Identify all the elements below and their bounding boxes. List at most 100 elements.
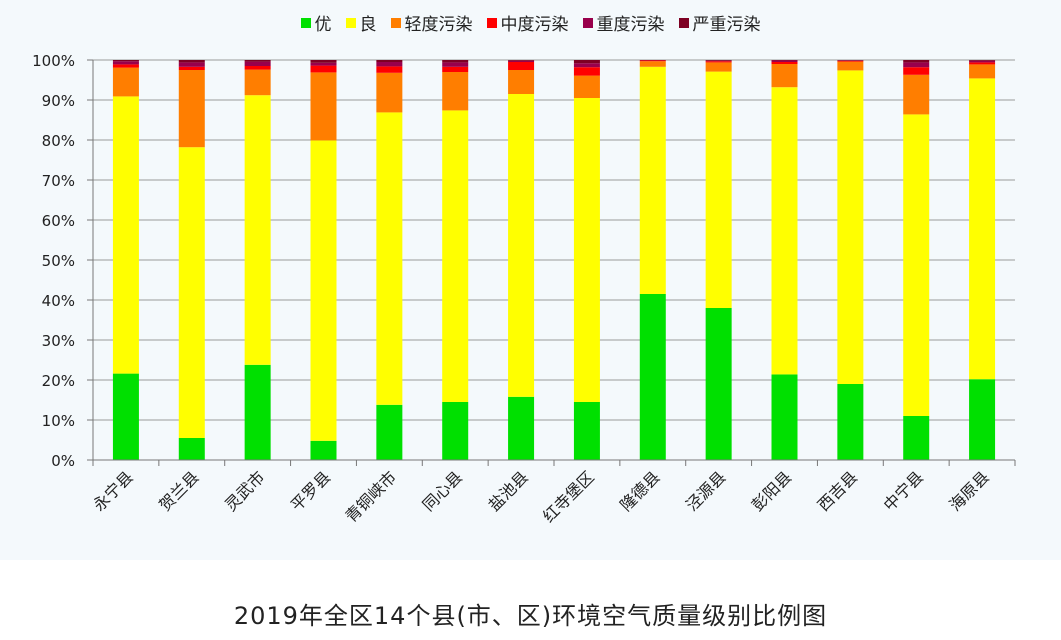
bar-segment xyxy=(178,62,205,67)
legend-swatch xyxy=(345,17,356,28)
y-tick-label: 10% xyxy=(42,412,75,430)
bar-segment xyxy=(771,64,798,88)
legend-swatch xyxy=(678,17,689,28)
x-tick-label: 贺兰县 xyxy=(155,467,202,514)
x-tick-label: 青铜峡市 xyxy=(341,467,400,526)
bar-segment xyxy=(573,67,600,76)
y-tick-label: 90% xyxy=(42,92,75,110)
bar-segment xyxy=(639,61,666,67)
bar-segment xyxy=(903,74,930,115)
bar-segment xyxy=(903,114,930,417)
bar-segment xyxy=(310,440,337,460)
bar-segment xyxy=(705,308,732,460)
bar-segment xyxy=(705,71,732,308)
bar-segment xyxy=(376,112,403,405)
y-tick-label: 60% xyxy=(42,212,75,230)
x-tick-label: 中宁县 xyxy=(880,467,927,514)
stacked-bar-chart: 0% 10% 20% 30% 40% 50% 60% 70% 80% 90% 100% 永宁县 贺兰县灵… xyxy=(32,52,1016,526)
bar-segment xyxy=(969,60,996,63)
legend-label: 重度污染 xyxy=(596,15,665,35)
x-tick-label: 永宁县 xyxy=(89,467,136,514)
bar-segment xyxy=(244,95,271,365)
bar-segment xyxy=(244,60,271,62)
bar-segment xyxy=(508,94,535,397)
bar-segment xyxy=(112,61,139,65)
bar-segment xyxy=(244,61,271,66)
x-tick-label: 彭阳县 xyxy=(748,467,795,514)
bar-segment xyxy=(112,60,139,62)
bar-segment xyxy=(310,62,337,66)
bar-segment xyxy=(112,64,139,68)
bar-segment xyxy=(837,61,864,71)
bar-segment xyxy=(573,63,600,68)
bar-segment xyxy=(376,404,403,460)
legend-label: 严重污染 xyxy=(692,15,761,35)
legend-item: 良 xyxy=(345,10,377,35)
bar-segment xyxy=(376,62,403,67)
bar-segment xyxy=(112,96,139,374)
legend-item: 严重污染 xyxy=(678,10,761,35)
bar-segment xyxy=(178,70,205,148)
bar-segment xyxy=(969,60,996,61)
bar-segment xyxy=(573,402,600,460)
bar-segment xyxy=(178,66,205,70)
y-tick-label: 80% xyxy=(42,132,75,150)
bar-segment xyxy=(969,62,996,65)
legend-label: 轻度污染 xyxy=(404,15,473,35)
x-tick-label: 同心县 xyxy=(419,467,466,514)
bar-segment xyxy=(178,438,205,460)
legend-swatch xyxy=(486,17,497,28)
bar-segment xyxy=(244,364,271,460)
x-tick-label: 盐池县 xyxy=(485,467,532,514)
bar-segment xyxy=(903,62,930,68)
bar-segment xyxy=(573,60,600,64)
bar-segment xyxy=(310,72,337,141)
bar-segment xyxy=(771,374,798,460)
y-tick-label: 50% xyxy=(42,252,75,270)
bar-segment xyxy=(376,72,403,113)
bar-segment xyxy=(442,110,469,403)
bar-segment xyxy=(508,62,535,70)
bar-segment xyxy=(442,62,469,67)
bar-segment xyxy=(178,60,205,63)
bar-segment xyxy=(244,66,271,70)
y-tick-label: 70% xyxy=(42,172,75,190)
bar-segment xyxy=(771,87,798,375)
bar-segment xyxy=(639,294,666,460)
bar-segment xyxy=(705,60,732,61)
legend-item: 中度污染 xyxy=(486,10,569,35)
legend-swatch xyxy=(390,17,401,28)
legend-label: 中度污染 xyxy=(500,15,569,35)
bar-segment xyxy=(508,396,535,460)
bar-segment xyxy=(837,60,864,62)
y-tick-label: 100% xyxy=(32,52,75,70)
x-tick-label: 海原县 xyxy=(946,467,993,514)
bar-segment xyxy=(310,65,337,73)
bar-segment xyxy=(771,62,798,64)
bar-segment xyxy=(969,379,996,460)
y-tick-label: 40% xyxy=(42,292,75,310)
x-tick-label: 隆德县 xyxy=(616,467,663,514)
bar-segment xyxy=(310,60,337,63)
bar-segment xyxy=(442,66,469,72)
x-tick-label: 西吉县 xyxy=(814,467,861,514)
bar-segment xyxy=(573,98,600,402)
x-tick-label: 红寺堡区 xyxy=(539,467,598,526)
legend-swatch xyxy=(300,17,311,28)
bar-segment xyxy=(639,60,666,62)
bar-segment xyxy=(442,72,469,111)
y-tick-label: 20% xyxy=(42,372,75,390)
bar-segment xyxy=(705,62,732,72)
bar-segment xyxy=(508,70,535,94)
bar-segment xyxy=(442,402,469,460)
y-tick-label: 30% xyxy=(42,332,75,350)
bar-segment xyxy=(112,67,139,97)
x-tick-label: 灵武市 xyxy=(221,467,268,514)
chart-caption: 2019年全区14个县(市、区)环境空气质量级别比例图 xyxy=(233,602,828,630)
legend-label: 良 xyxy=(359,15,377,35)
bar-segment xyxy=(508,60,535,62)
bar-segment xyxy=(442,60,469,63)
x-tick-label: 平罗县 xyxy=(287,467,334,514)
bar-segment xyxy=(112,373,139,460)
legend: 优 良 轻度污染 中度污染 重度污染 严重污染 xyxy=(0,10,1061,35)
